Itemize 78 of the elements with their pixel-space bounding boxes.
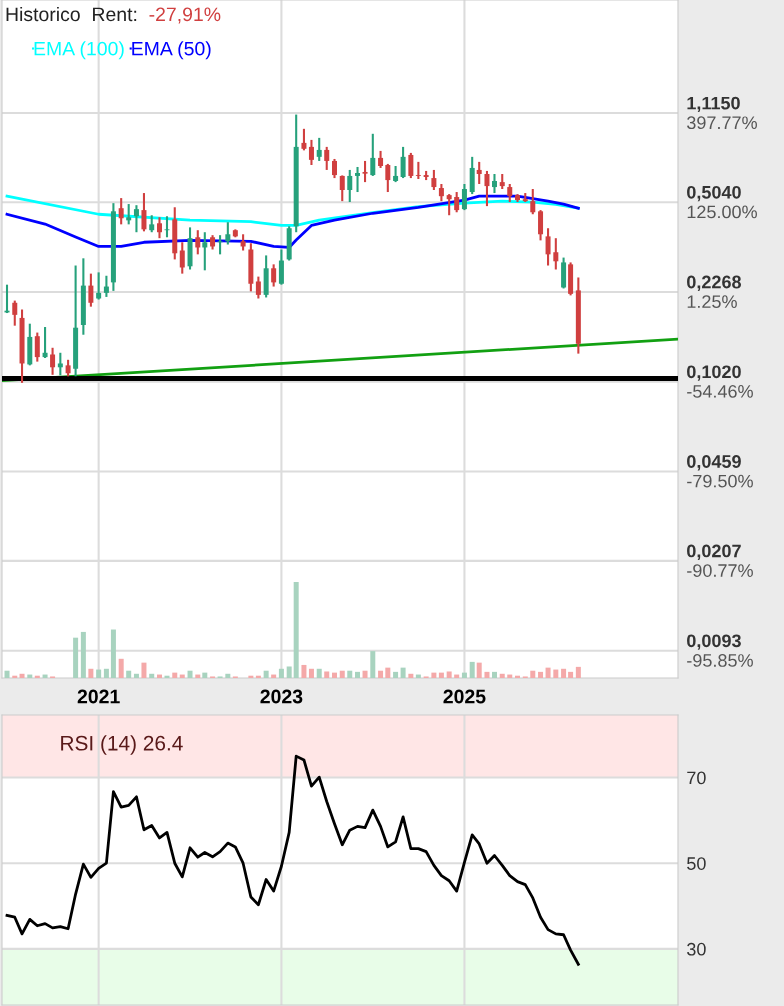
y-tick-label: 30 — [687, 942, 706, 956]
bar — [491, 671, 497, 678]
bar — [88, 668, 94, 678]
legend-label: EMA (50) — [132, 41, 211, 60]
bar — [408, 673, 414, 678]
text: -54.46% — [687, 384, 753, 398]
bar — [4, 670, 10, 678]
bar — [141, 662, 147, 678]
line-series — [5, 754, 580, 966]
y-tick-label: 0,0093 — [687, 634, 741, 650]
bar — [19, 673, 25, 678]
bar — [538, 671, 544, 678]
y-tick-label: 0,0207 — [687, 544, 741, 560]
bar — [324, 671, 330, 678]
bar — [484, 671, 490, 678]
bar — [187, 670, 193, 678]
bar — [400, 667, 406, 678]
bar — [378, 670, 384, 678]
bar — [202, 672, 208, 678]
bar — [362, 670, 368, 678]
legend-label: EMA (100) — [34, 41, 124, 60]
bar — [431, 672, 437, 678]
bar — [347, 670, 353, 678]
bar — [103, 668, 109, 678]
bar — [73, 637, 79, 678]
bar — [331, 672, 337, 678]
bar — [553, 669, 559, 678]
bar — [339, 670, 345, 678]
bar — [133, 673, 139, 678]
bar — [355, 671, 361, 678]
bar — [561, 668, 567, 678]
bar — [393, 671, 399, 678]
bar — [316, 668, 322, 678]
bar — [385, 667, 391, 678]
bar — [118, 658, 124, 678]
y-tick-label: 1,1150 — [687, 96, 740, 113]
bar — [149, 673, 155, 678]
bar — [172, 672, 178, 678]
bar — [461, 672, 467, 678]
y-tick-label: 70 — [687, 771, 706, 785]
bar — [308, 668, 314, 678]
chart-title: Historico Rent: — [6, 6, 137, 22]
bar — [530, 670, 536, 678]
text: 125.00% — [687, 205, 757, 219]
y-tick-label: 0,0459 — [687, 455, 741, 471]
bar — [438, 672, 444, 678]
bar — [110, 629, 116, 678]
bar — [96, 669, 102, 678]
bar — [286, 666, 292, 678]
bar — [126, 670, 132, 678]
y-tick-label: 0,2268 — [687, 275, 741, 292]
bar — [446, 671, 452, 678]
text: 397.77% — [687, 116, 757, 130]
bar — [469, 661, 475, 678]
y-tick-label: 0,1020 — [687, 365, 741, 381]
x-tick-label: 2023 — [260, 689, 303, 704]
chart-subtitle: -27,91% — [149, 7, 221, 24]
bar — [545, 667, 551, 678]
bar — [80, 631, 86, 678]
text: -95.85% — [687, 654, 753, 667]
bar — [575, 666, 581, 678]
y-tick-label: 0,5040 — [687, 185, 741, 202]
bar — [263, 670, 269, 678]
bar — [301, 664, 307, 678]
bar — [370, 651, 376, 678]
text: 1.25% — [687, 295, 737, 308]
text: -90.77% — [687, 564, 753, 577]
annotation: RSI (14) 26.4 — [61, 735, 183, 755]
bar — [293, 582, 299, 678]
x-tick-label: 2025 — [443, 689, 486, 704]
bar — [225, 673, 231, 678]
y-tick-label: 50 — [687, 857, 706, 870]
bar — [499, 673, 505, 678]
bar — [278, 668, 284, 678]
text: -79.50% — [687, 474, 753, 488]
bar — [476, 662, 482, 678]
bar — [568, 671, 574, 678]
x-tick-label: 2021 — [77, 689, 120, 704]
